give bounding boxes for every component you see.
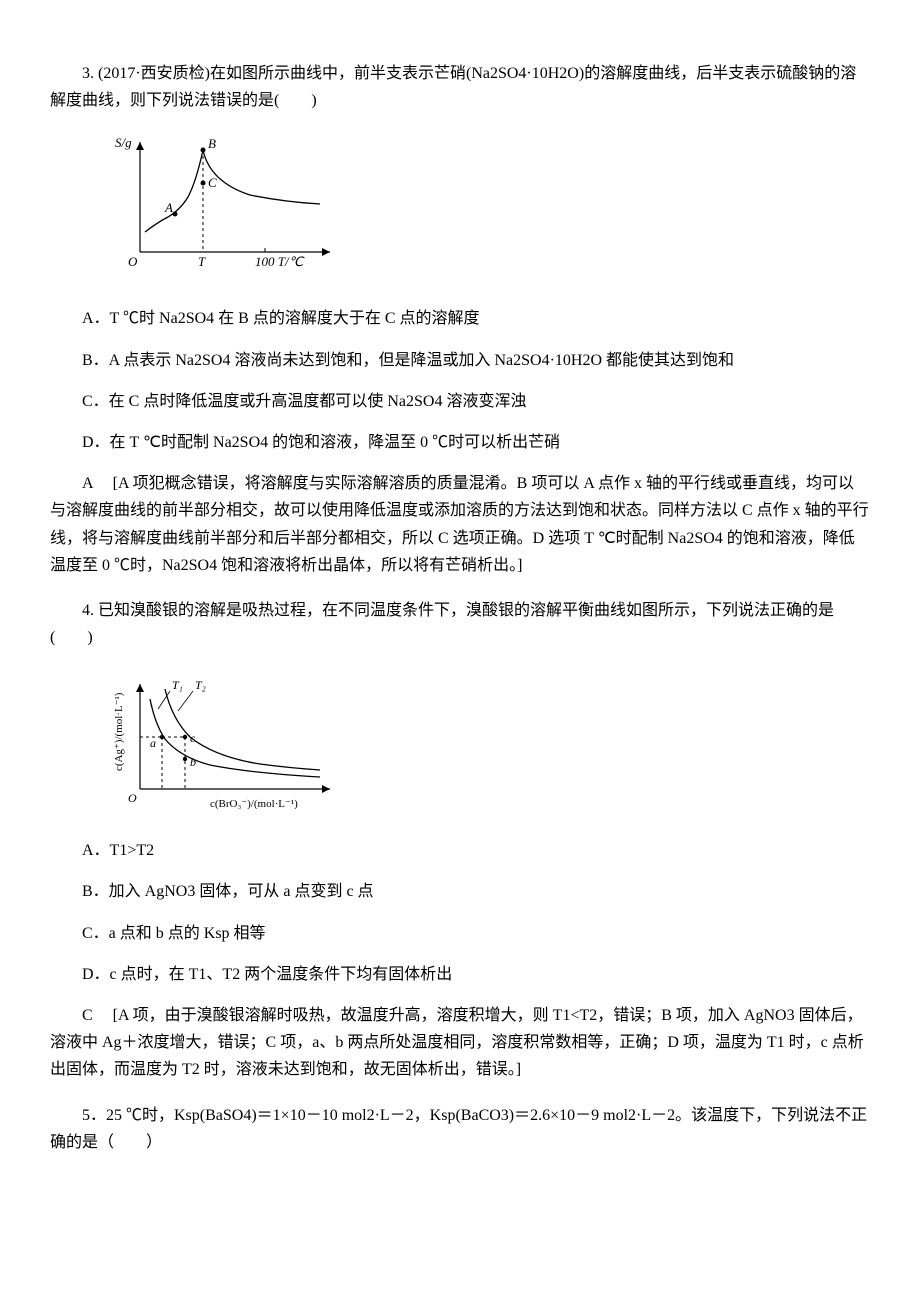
q4-ylabel: c(Ag⁺)/(mol·L⁻¹) [113, 692, 125, 771]
q3-opt-a: A．T ℃时 Na2SO4 在 B 点的溶解度大于在 C 点的溶解度 [50, 305, 870, 332]
q4-answer: C [A 项，由于溴酸银溶解时吸热，故温度升高，溶度积增大，则 T1<T2，错误… [50, 1002, 870, 1084]
q3-point-c-label: C [208, 175, 217, 190]
q3-opt-b: B．A 点表示 Na2SO4 溶液尚未达到饱和，但是降温或加入 Na2SO4·1… [50, 347, 870, 374]
q3-xlabel-100: 100 T/℃ [255, 254, 305, 269]
q3-opt-c: C．在 C 点时降低温度或升高温度都可以使 Na2SO4 溶液变浑浊 [50, 388, 870, 415]
solubility-chart-icon: S/g B C A O T 100 T/℃ [110, 132, 335, 287]
q4-stem: 4. 已知溴酸银的溶解是吸热过程，在不同温度条件下，溴酸银的溶解平衡曲线如图所示… [50, 597, 870, 651]
q4-point-a-label: a [150, 736, 156, 750]
q3-answer: A [A 项犯概念错误，将溶解度与实际溶解溶质的质量混淆。B 项可以 A 点作 … [50, 470, 870, 579]
q3-xlabel-t: T [198, 254, 206, 269]
q4-opt-d: D．c 点时，在 T1、T2 两个温度条件下均有固体析出 [50, 961, 870, 988]
q5-stem: 5．25 ℃时，Ksp(BaSO4)＝1×10－10 mol2·L－2，Ksp(… [50, 1102, 870, 1156]
q4-opt-b: B．加入 AgNO3 固体，可从 a 点变到 c 点 [50, 878, 870, 905]
q3-ylabel: S/g [115, 135, 132, 150]
q3-origin: O [128, 254, 138, 269]
q3-opt-d: D．在 T ℃时配制 Na2SO4 的饱和溶液，降温至 0 ℃时可以析出芒硝 [50, 429, 870, 456]
q4-t2-label: T₂ [195, 678, 206, 692]
q4-opt-a: A．T1>T2 [50, 837, 870, 864]
q3-chart: S/g B C A O T 100 T/℃ [110, 132, 870, 287]
q3-point-b-label: B [208, 136, 216, 151]
q4-point-b-label: b [190, 755, 196, 769]
q4-chart: c(Ag⁺)/(mol·L⁻¹) T₁ T₂ a c b O c(BrO₃⁻)/… [110, 669, 870, 819]
q3-point-a-label: A [164, 200, 173, 215]
equilibrium-chart-icon: c(Ag⁺)/(mol·L⁻¹) T₁ T₂ a c b O c(BrO₃⁻)/… [110, 669, 340, 819]
q4-t1-label: T₁ [172, 678, 183, 692]
q3-stem: 3. (2017·西安质检)在如图所示曲线中，前半支表示芒硝(Na2SO4·10… [50, 60, 870, 114]
q4-opt-c: C．a 点和 b 点的 Ksp 相等 [50, 920, 870, 947]
q4-origin: O [128, 791, 137, 805]
q4-point-c-label: c [190, 731, 196, 745]
q4-xlabel: c(BrO₃⁻)/(mol·L⁻¹) [210, 798, 298, 810]
